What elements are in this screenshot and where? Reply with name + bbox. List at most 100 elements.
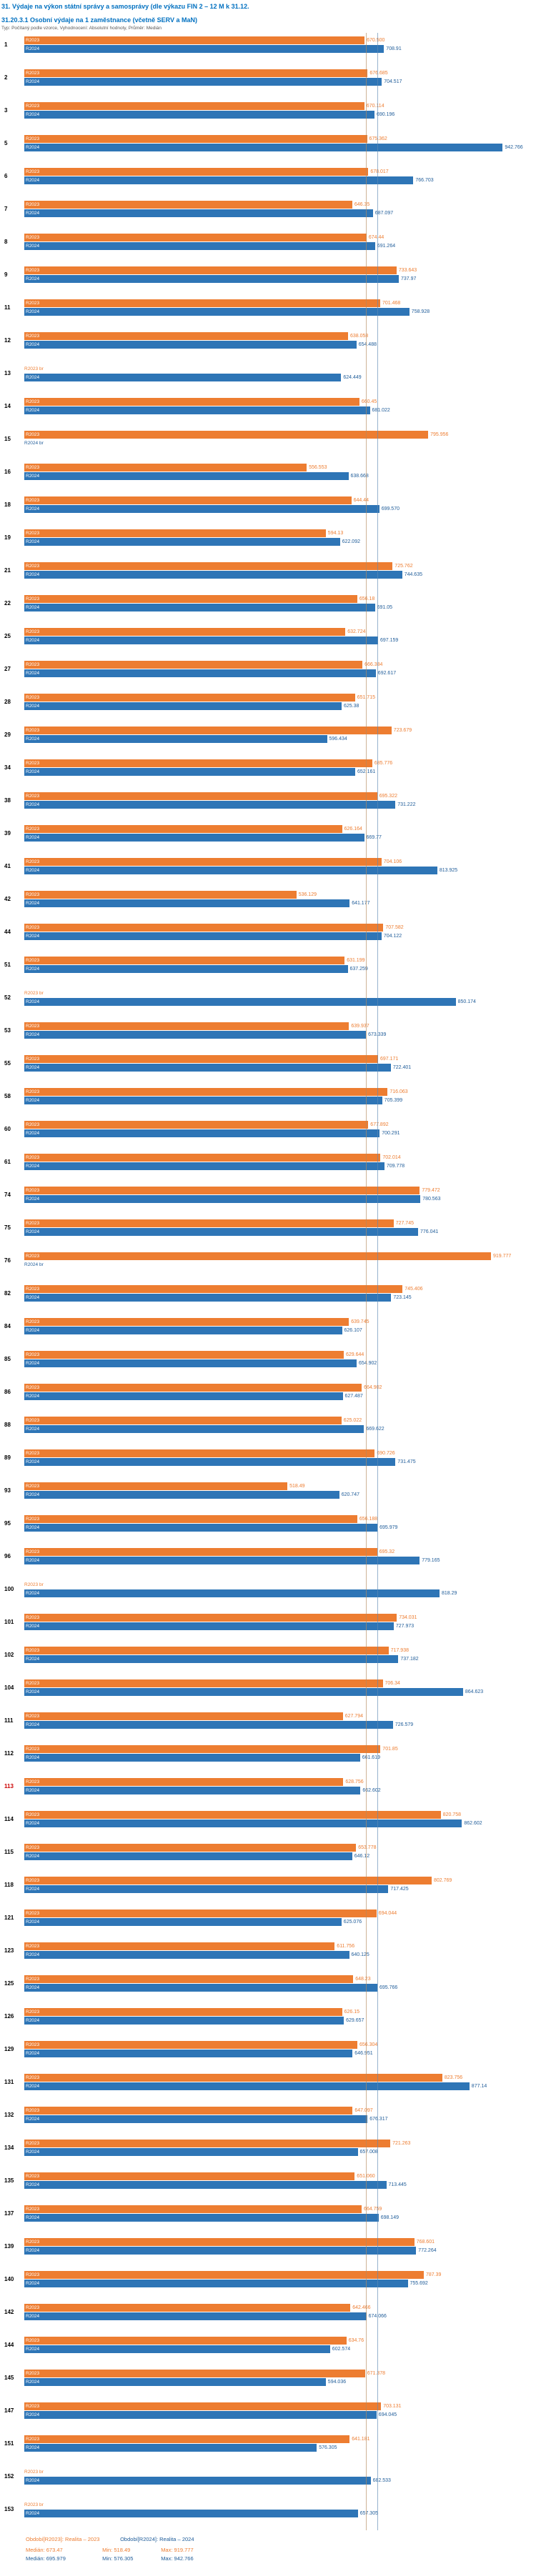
series-tag-2023: R2023 — [26, 1615, 40, 1620]
bar-2023: R2023 631.199 — [24, 957, 365, 964]
value-label-2024: 654.488 — [358, 342, 377, 347]
row-number: 6 — [4, 173, 8, 179]
chart-row: 131 R2023 823.756 R2024 877.14 — [0, 2070, 536, 2103]
value-label-2023: 666.384 — [364, 662, 383, 667]
bar-pair: R2023 656.304 R2024 646.951 — [24, 2041, 377, 2058]
bar-2024: R2024 731.222 — [24, 801, 416, 809]
series-tag-2024: R2024 — [26, 2215, 40, 2220]
bar-pair: R2023 625.022 R2024 669.622 — [24, 1417, 384, 1434]
value-label-2024: 713.445 — [388, 2182, 407, 2187]
series-tag-2023: R2023 — [26, 2404, 40, 2409]
bar-2023: R2023 656.304 — [24, 2041, 377, 2049]
series-tag-2023: R2023 — [26, 1911, 40, 1916]
series-tag-2024: R2024 — [26, 1032, 40, 1037]
bar-2023: R2023 536.129 — [24, 891, 317, 899]
series-tag-2024: R2024 — [26, 671, 40, 676]
bar-pair: R2023 697.171 R2024 722.401 — [24, 1055, 411, 1072]
bar-2024: R2024 695.979 — [24, 1524, 397, 1532]
series-tag-2023: R2023 — [26, 2371, 40, 2376]
series-tag-2024: R2024 — [26, 2084, 40, 2089]
bar-pair: R2023 694.044 R2024 625.076 — [24, 1909, 397, 1927]
series-tag-2023: R2023 — [26, 564, 40, 569]
chart-row: 93 R2023 518.49 R2024 620.747 — [0, 1479, 536, 1512]
bar-2024: R2024 624.449 — [24, 374, 362, 381]
bar-pair: R2023 670.500 R2024 708.91 — [24, 36, 402, 54]
missing-value-2024: R2024 br — [24, 1262, 44, 1267]
series-tag-2024: R2024 — [26, 1492, 40, 1497]
series-tag-2024: R2024 — [26, 211, 40, 216]
bar-pair: R2023 675.362 R2024 942.766 — [24, 135, 523, 152]
value-label-2023: 695.32 — [379, 1549, 395, 1554]
bar-2024: R2024 766.703 — [24, 176, 434, 184]
series-tag-2024: R2024 — [26, 1558, 40, 1563]
value-label-2024: 818.29 — [442, 1591, 457, 1596]
series-tag-2024: R2024 — [26, 2248, 40, 2253]
median-2023: Medián: 673.47 — [26, 2547, 63, 2553]
value-label-2023: 678.017 — [370, 169, 389, 174]
series-tag-2024: R2024 — [26, 1361, 40, 1366]
row-number: 84 — [4, 1323, 11, 1329]
series-tag-2024: R2024 — [26, 145, 40, 150]
value-label-2023: 694.044 — [378, 1911, 397, 1916]
series-tag-2024: R2024 — [26, 605, 40, 610]
row-number: 34 — [4, 764, 11, 771]
series-tag-2024: R2024 — [26, 2117, 40, 2122]
bar-2023: R2023 656.18 — [24, 595, 374, 603]
row-number: 13 — [4, 370, 11, 376]
row-number: 38 — [4, 797, 11, 804]
chart-row: 34 R2023 685.776 R2024652.161 — [0, 756, 536, 789]
chart-row: 28 R2023651.715 R2024 625.38 — [0, 690, 536, 723]
chart-row: 19 R2023 594.13 R2024 622.092 — [0, 526, 536, 559]
value-label-2023: 677.892 — [370, 1122, 389, 1127]
series-tag-2024: R2024 — [26, 1098, 40, 1103]
series-tag-2024: R2024 — [26, 46, 40, 51]
bar-2024: R2024 737.97 — [24, 275, 416, 283]
missing-value-2023: R2023 br — [24, 2470, 44, 2475]
row-number: 85 — [4, 1356, 11, 1362]
bar-pair: R2023 611.756 R2024 640.125 — [24, 1942, 369, 1960]
bar-pair: R2023 628.756 R2024 662.602 — [24, 1778, 381, 1795]
bar-2023: R2023 674.44 — [24, 234, 384, 241]
series-tag-2024: R2024 — [26, 769, 40, 774]
bar-pair: R2023 656.18 R2024 691.05 — [24, 595, 392, 612]
series-tag-2024: R2024 — [26, 1525, 40, 1530]
value-label-2023: 787.39 — [426, 2272, 442, 2277]
value-label-2024: 726.579 — [394, 1722, 414, 1727]
bar-2024: R2024 638.668 — [24, 472, 369, 480]
bar-2023: R2023 660.45 — [24, 398, 377, 406]
series-tag-2024: R2024 — [26, 2182, 40, 2187]
series-tag-2023: R2023 — [26, 1845, 40, 1850]
row-number: 113 — [4, 1783, 14, 1789]
row-number: 111 — [4, 1717, 14, 1724]
row-number: 12 — [4, 337, 11, 344]
bar-2023: R2023 639.745 — [24, 1318, 369, 1326]
bar-2023: R2023 556.553 — [24, 464, 327, 471]
chart-row: 38 R2023 695.322 R2024 731.222 — [0, 789, 536, 822]
chart-row: 5 R2023 675.362 R2024 942.766 — [0, 131, 536, 164]
chart-row: 18 R2023 644.44 R2024 699.570 — [0, 493, 536, 526]
series-tag-2023: R2023 — [26, 136, 40, 141]
bar-2024: R2024 698.149 — [24, 2214, 399, 2222]
series-tag-2023: R2023 — [26, 2338, 40, 2343]
value-label-2024: 640.125 — [351, 1952, 369, 1957]
row-number: 53 — [4, 1027, 11, 1034]
bar-pair: R2023 725.762 R2024 744.635 — [24, 562, 422, 579]
bar-2023: R2023 697.171 — [24, 1055, 398, 1063]
bar-2023: R2023 638.058 — [24, 332, 368, 340]
bar-2023: R2023 641.181 — [24, 2435, 370, 2443]
value-label-2024: 625.076 — [343, 1919, 362, 1924]
series-tag-2023: R2023 — [26, 235, 40, 240]
bar-2023: R2023 653.778 — [24, 1844, 377, 1852]
bar-2023: R2023 648.23 — [24, 1975, 371, 1983]
chart-row: 113 R2023 628.756 R2024 662.602 — [0, 1774, 536, 1807]
value-label-2024: 620.747 — [341, 1492, 359, 1497]
row-number: 134 — [4, 2145, 14, 2151]
value-label-2023: 644.44 — [353, 498, 369, 503]
series-tag-2024: R2024 — [26, 309, 40, 314]
bar-pair: R2023 820.758 R2024 862.602 — [24, 1811, 482, 1828]
bar-2024: R2024 864.623 — [24, 1688, 483, 1696]
series-tag-2023: R2023 — [26, 169, 40, 174]
chart-row: 153 R2023 br R2024 657.305 — [0, 2497, 536, 2530]
value-label-2023: 634.76 — [348, 2338, 364, 2343]
chart-row: 25 R2023 632.724 R2024 697.159 — [0, 624, 536, 657]
